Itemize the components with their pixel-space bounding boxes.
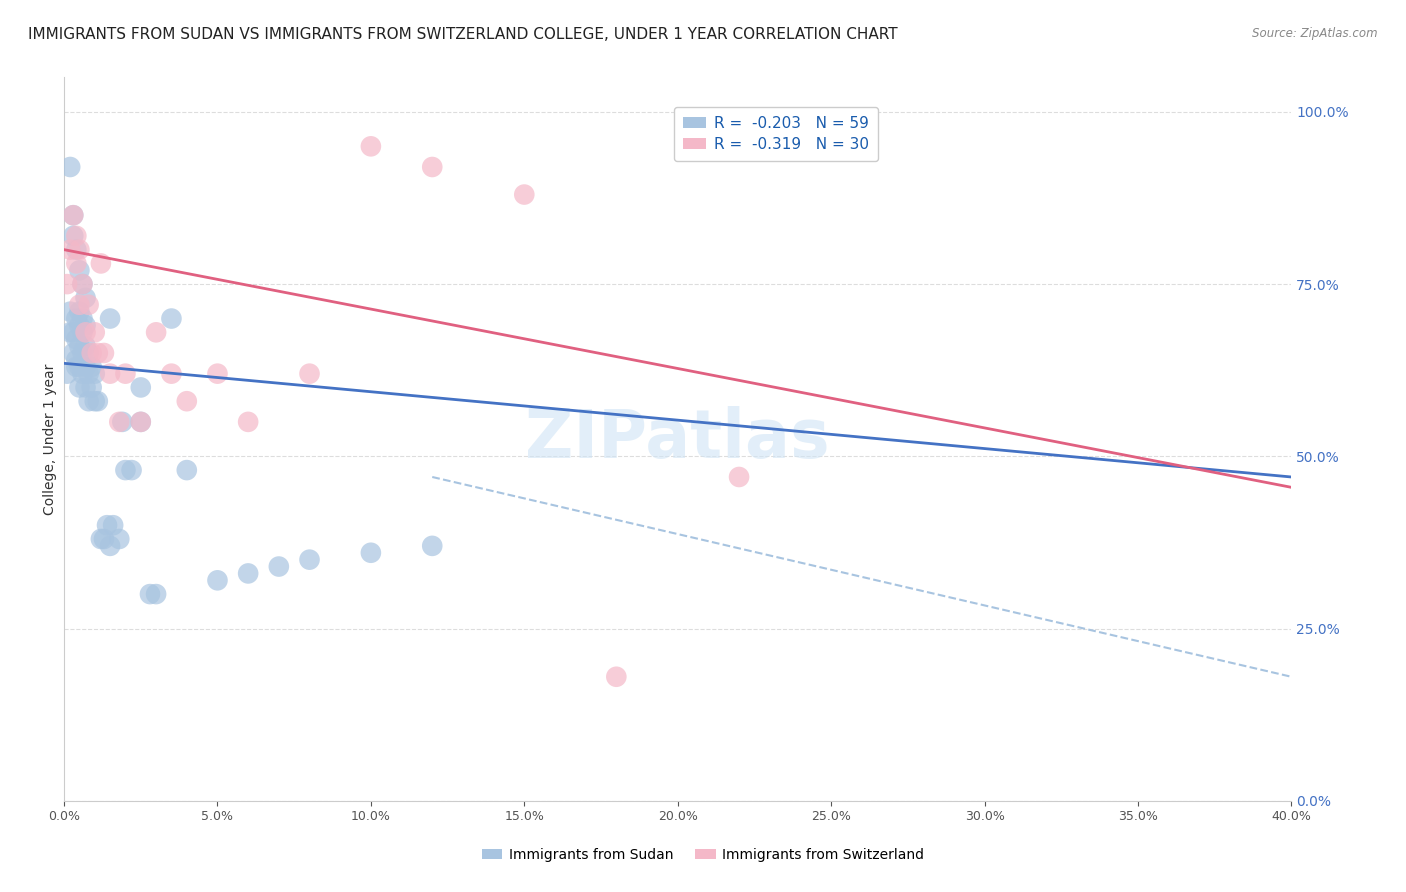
Point [298,367,321,381]
Point [267,559,290,574]
Text: ZIPatlas: ZIPatlas [526,406,830,472]
Point [72,367,94,381]
Point [114,463,136,477]
Point [62,208,84,222]
Point [80,380,103,394]
Point [75,359,97,374]
Point [75,291,97,305]
Text: Source: ZipAtlas.com: Source: ZipAtlas.com [1253,27,1378,40]
Point [420,160,443,174]
Point [108,532,131,546]
Point [72,346,94,360]
Point [59,326,82,340]
Point [65,359,87,374]
Point [93,346,115,360]
Point [65,332,87,346]
Point [83,367,105,381]
Point [90,256,112,270]
Point [160,367,183,381]
Point [605,670,627,684]
Point [62,208,84,222]
Point [111,415,134,429]
Point [145,326,167,340]
Point [59,160,82,174]
Point [298,552,321,566]
Point [62,346,84,360]
Point [67,339,90,353]
Point [65,256,87,270]
Point [67,318,90,333]
Point [96,518,118,533]
Point [176,394,198,409]
Point [72,277,94,292]
Point [420,539,443,553]
Point [80,346,103,360]
Legend: Immigrants from Sudan, Immigrants from Switzerland: Immigrants from Sudan, Immigrants from S… [477,842,929,867]
Point [62,326,84,340]
Point [87,394,110,409]
Point [360,139,382,153]
Point [98,539,121,553]
Point [80,359,103,374]
Point [83,394,105,409]
Point [360,546,382,560]
Point [129,415,152,429]
Point [77,394,100,409]
Point [67,359,90,374]
Point [77,346,100,360]
Point [65,311,87,326]
Point [207,367,229,381]
Point [98,367,121,381]
Point [160,311,183,326]
Legend: R =  -0.203   N = 59, R =  -0.319   N = 30: R = -0.203 N = 59, R = -0.319 N = 30 [673,107,877,161]
Point [101,518,124,533]
Point [62,228,84,243]
Point [90,532,112,546]
Point [77,298,100,312]
Point [56,367,79,381]
Point [65,228,87,243]
Point [77,367,100,381]
Point [114,367,136,381]
Point [75,318,97,333]
Point [108,415,131,429]
Point [59,243,82,257]
Point [207,574,229,588]
Point [72,311,94,326]
Point [65,243,87,257]
Point [72,277,94,292]
Point [236,566,259,581]
Point [67,298,90,312]
Text: IMMIGRANTS FROM SUDAN VS IMMIGRANTS FROM SWITZERLAND COLLEGE, UNDER 1 YEAR CORRE: IMMIGRANTS FROM SUDAN VS IMMIGRANTS FROM… [28,27,898,42]
Point [176,463,198,477]
Y-axis label: College, Under 1 year: College, Under 1 year [44,363,58,515]
Point [75,339,97,353]
Point [93,532,115,546]
Point [67,304,90,318]
Point [129,380,152,394]
Point [87,346,110,360]
Point [67,243,90,257]
Point [236,415,259,429]
Point [67,263,90,277]
Point [728,470,751,484]
Point [56,277,79,292]
Point [65,352,87,367]
Point [139,587,162,601]
Point [98,311,121,326]
Point [67,380,90,394]
Point [83,326,105,340]
Point [72,326,94,340]
Point [75,326,97,340]
Point [145,587,167,601]
Point [121,463,143,477]
Point [513,187,536,202]
Point [129,415,152,429]
Point [75,380,97,394]
Point [59,304,82,318]
